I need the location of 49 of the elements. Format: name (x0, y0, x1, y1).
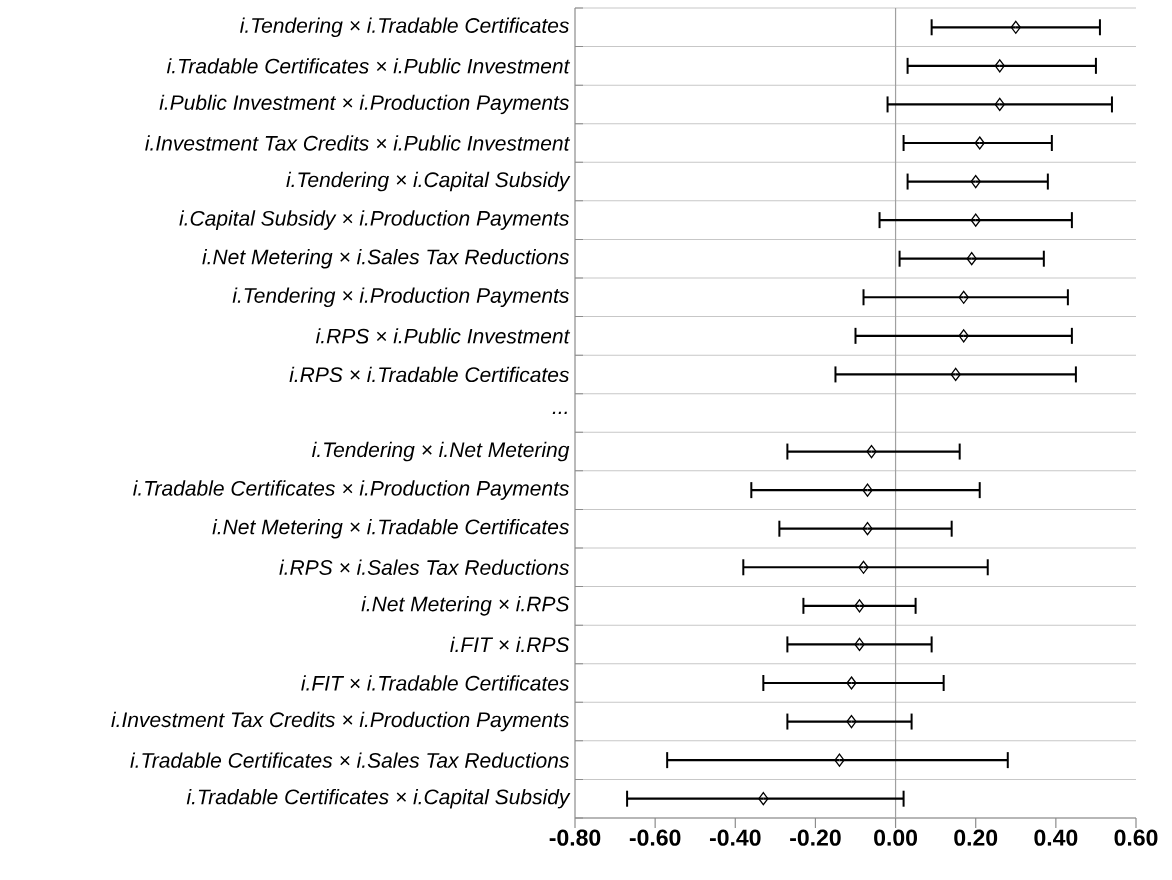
point (862, 522, 873, 536)
point (970, 213, 981, 227)
x-tick-label: -0.40 (709, 829, 761, 846)
x-tick-label: -0.60 (629, 829, 681, 846)
y-tick-label: i.Tendering × i.Production Payments (232, 287, 569, 308)
y-tick-label: i.FIT × i.RPS (450, 636, 570, 653)
y-tick-label: i.RPS × i.Sales Tax Reductions (279, 559, 569, 575)
y-tick-label: i.Tendering × i.Capital Subsidy (286, 171, 571, 192)
y-tick-label: i.Tradable Certificates × i.Production Payments (133, 480, 569, 500)
point (834, 753, 845, 767)
y-tick-label: i.Net Metering × i.Sales Tax Reductions (202, 248, 569, 269)
x-tick-label: 0.00 (874, 829, 918, 846)
y-tick-label: i.Investment Tax Credits × i.Production Payments (111, 711, 569, 732)
point (1010, 20, 1021, 34)
point (854, 637, 865, 652)
point (970, 174, 981, 189)
x-tick-label: -0.80 (549, 829, 601, 846)
y-tick-label: i.Net Metering × i.RPS (361, 596, 570, 616)
point (958, 290, 969, 304)
y-tick-label: i.Investment Tax Credits × i.Public Investment (145, 135, 571, 151)
y-tick-label: i.Tradable Certificates × i.Public Investment (166, 58, 571, 74)
y-tick-label: ... (552, 411, 567, 415)
y-tick-label: i.Public Investment × i.Production Payments (159, 94, 569, 115)
point (758, 792, 769, 806)
y-tick-label: i.Tradable Certificates × i.Capital Subsidy (186, 788, 571, 809)
y-tick-label: i.Net Metering × i.Tradable Certificates (212, 518, 569, 539)
y-tick-label: i.Tradable Certificates × i.Sales Tax Reductions (130, 752, 569, 768)
point (966, 252, 977, 266)
point (866, 444, 877, 459)
point (846, 676, 857, 690)
point (974, 136, 985, 150)
y-tick-label: i.Tendering × i.Tradable Certificates (240, 17, 569, 38)
point (994, 97, 1005, 112)
y-tick-label: i.Tendering × i.Net Metering (312, 441, 570, 462)
y-tick-label: i.Capital Subsidy × i.Production Payments (179, 210, 569, 230)
y-tick-label: i.FIT × i.Tradable Certificates (301, 675, 570, 691)
x-tick-label: -0.20 (790, 829, 841, 846)
point (994, 59, 1005, 73)
y-tick-label: i.RPS × i.Public Investment (315, 328, 571, 344)
x-tick-label: 0.20 (954, 829, 998, 846)
y-tick-label: i.RPS × i.Tradable Certificates (289, 366, 569, 383)
x-tick-label: 0.60 (1114, 829, 1158, 846)
point (862, 483, 873, 497)
x-tick-label: 0.40 (1034, 829, 1078, 846)
point (958, 329, 969, 343)
point (846, 714, 857, 729)
point (854, 599, 865, 613)
point (950, 367, 961, 382)
point (858, 560, 869, 574)
